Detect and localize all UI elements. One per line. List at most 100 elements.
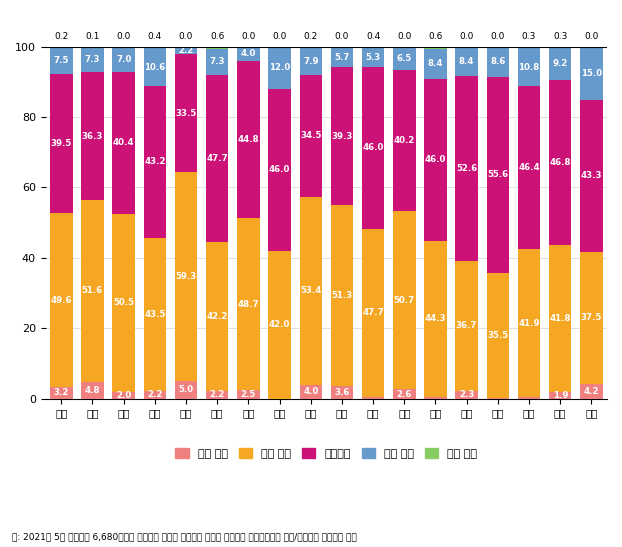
Text: 주: 2021년 5월 일반가구 6,680가구를 대상으로 실시한 설문조사 내용을 바탕으로 작성하였으며 모름/무응답은 제외하고 분석: 주: 2021년 5월 일반가구 6,680가구를 대상으로 실시한 설문조사 …	[12, 533, 357, 542]
Text: 2.2: 2.2	[147, 390, 162, 399]
Text: 0.3: 0.3	[553, 32, 567, 42]
Text: 42.0: 42.0	[269, 320, 290, 329]
Text: 8.6: 8.6	[490, 57, 506, 66]
Bar	[455, 76, 478, 261]
Text: 0.0: 0.0	[179, 32, 193, 42]
Bar	[50, 48, 73, 74]
Bar	[144, 391, 166, 399]
Text: 52.6: 52.6	[456, 164, 477, 173]
Text: 46.0: 46.0	[363, 143, 384, 152]
Bar	[393, 46, 415, 69]
Bar	[50, 46, 73, 48]
Text: 10.8: 10.8	[518, 63, 540, 72]
Text: 4.2: 4.2	[583, 387, 599, 395]
Text: 0.2: 0.2	[54, 32, 68, 42]
Text: 39.5: 39.5	[50, 139, 72, 148]
Text: 2.2: 2.2	[179, 46, 193, 55]
Bar	[237, 61, 259, 218]
Bar	[424, 49, 447, 79]
Text: 12.0: 12.0	[269, 63, 290, 72]
Text: 0.0: 0.0	[335, 32, 349, 42]
Bar	[393, 211, 415, 389]
Text: 59.3: 59.3	[175, 272, 197, 281]
Text: 10.6: 10.6	[144, 63, 165, 72]
Bar	[113, 214, 135, 392]
Text: 44.8: 44.8	[238, 135, 259, 144]
Bar	[206, 49, 228, 74]
Bar	[81, 46, 104, 72]
Text: 2.5: 2.5	[241, 389, 256, 399]
Text: 5.7: 5.7	[334, 53, 350, 62]
Bar	[175, 172, 197, 381]
Bar	[362, 397, 384, 399]
Legend: 크게 상승, 다소 상승, 변화없음, 다소 하락, 크게 하락: 크게 상승, 다소 상승, 변화없음, 다소 하락, 크게 하락	[171, 444, 482, 463]
Bar	[237, 390, 259, 399]
Text: 2.2: 2.2	[210, 390, 225, 399]
Text: 35.5: 35.5	[487, 330, 508, 340]
Bar	[268, 89, 291, 251]
Bar	[144, 238, 166, 391]
Text: 44.3: 44.3	[425, 314, 447, 323]
Text: 33.5: 33.5	[175, 109, 197, 118]
Bar	[549, 392, 572, 399]
Text: 49.6: 49.6	[50, 295, 72, 305]
Bar	[175, 46, 197, 55]
Bar	[81, 200, 104, 382]
Text: 9.2: 9.2	[552, 60, 568, 68]
Bar	[549, 48, 572, 80]
Bar	[518, 48, 541, 86]
Text: 51.6: 51.6	[82, 287, 103, 295]
Bar	[300, 385, 322, 399]
Text: 7.5: 7.5	[53, 56, 69, 65]
Text: 3.2: 3.2	[53, 388, 69, 398]
Text: 47.7: 47.7	[362, 308, 384, 317]
Bar	[486, 398, 509, 399]
Text: 0.0: 0.0	[397, 32, 412, 42]
Bar	[331, 67, 353, 206]
Text: 36.3: 36.3	[82, 132, 103, 141]
Text: 0.1: 0.1	[85, 32, 100, 42]
Bar	[486, 46, 509, 77]
Text: 46.8: 46.8	[549, 158, 571, 167]
Text: 0.0: 0.0	[460, 32, 474, 42]
Text: 3.6: 3.6	[334, 388, 350, 397]
Bar	[144, 47, 166, 49]
Text: 0.0: 0.0	[116, 32, 131, 42]
Bar	[268, 46, 291, 89]
Bar	[81, 72, 104, 200]
Bar	[424, 397, 447, 399]
Text: 46.0: 46.0	[425, 155, 446, 164]
Bar	[362, 48, 384, 67]
Text: 4.0: 4.0	[303, 387, 318, 396]
Bar	[424, 47, 447, 49]
Bar	[300, 75, 322, 196]
Bar	[50, 213, 73, 387]
Text: 7.0: 7.0	[116, 55, 131, 64]
Text: 5.0: 5.0	[179, 385, 193, 394]
Bar	[455, 46, 478, 76]
Text: 39.3: 39.3	[332, 132, 353, 141]
Text: 40.4: 40.4	[113, 138, 134, 147]
Bar	[268, 251, 291, 399]
Text: 7.9: 7.9	[303, 57, 318, 66]
Bar	[362, 229, 384, 397]
Text: 50.5: 50.5	[113, 298, 134, 307]
Bar	[549, 80, 572, 245]
Text: 43.5: 43.5	[144, 310, 165, 319]
Text: 37.5: 37.5	[581, 313, 602, 322]
Text: 1.9: 1.9	[552, 391, 568, 400]
Text: 55.6: 55.6	[487, 170, 508, 179]
Text: 53.4: 53.4	[300, 286, 322, 295]
Bar	[518, 249, 541, 397]
Bar	[331, 206, 353, 386]
Text: 43.2: 43.2	[144, 158, 165, 166]
Bar	[300, 46, 322, 48]
Text: 0.0: 0.0	[491, 32, 505, 42]
Bar	[518, 47, 541, 48]
Text: 46.4: 46.4	[518, 163, 540, 172]
Bar	[237, 218, 259, 390]
Text: 47.7: 47.7	[207, 154, 228, 163]
Text: 48.7: 48.7	[238, 300, 259, 309]
Bar	[580, 46, 603, 100]
Text: 2.6: 2.6	[397, 389, 412, 399]
